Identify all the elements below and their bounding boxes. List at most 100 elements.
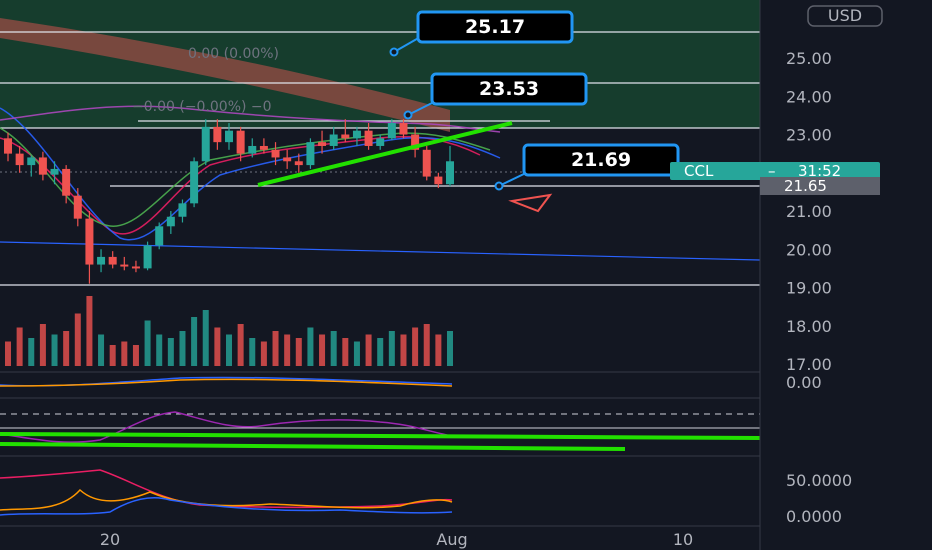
volume-bar [156,334,163,366]
volume-bar [39,324,46,366]
candle-body [329,134,338,146]
support-trendline[interactable] [257,121,513,187]
volume-bar [365,334,372,366]
candle-body [341,134,350,139]
candle-body [131,266,140,269]
countdown-label: 31:52 [798,162,841,180]
candle-body [85,218,94,265]
ticker-price-tag[interactable]: CCL 31:52 – [670,162,880,180]
price-axis-label: 19.00 [786,279,832,298]
currency-label: USD [828,6,862,25]
candle-body [283,157,292,162]
volume-bar [202,310,209,366]
callout-anchor-icon [389,47,399,57]
stoch-line-extra [0,496,453,516]
callout-anchor-icon [494,181,504,191]
candle-body [4,138,12,154]
candle-body [62,168,71,196]
candle-body [73,195,82,219]
volume-bar [132,345,139,366]
callout-23[interactable]: 23.53 [403,72,588,120]
price-axis[interactable] [760,0,932,550]
volume-bar [284,334,291,366]
volume-bar [342,338,349,366]
candle-body [236,130,245,154]
candle-body [306,142,315,166]
price-axis-labels: 25.0024.0023.0022.0021.0020.0019.0018.00… [786,49,832,374]
candle-body [27,157,36,166]
volume-bar [5,341,11,366]
candle-body [15,153,24,166]
volume-bar [63,331,70,366]
volume-bar [330,331,337,366]
volume-bar [167,338,174,366]
candle-body [155,226,164,246]
volume-bar [28,338,35,366]
candle-body [259,145,268,150]
price-axis-label: 17.00 [786,355,832,374]
callout-21[interactable]: 21.69 [494,143,680,191]
moving-average-line [0,127,491,227]
candle-body [166,216,175,227]
rsi-trendline-upper[interactable] [0,432,761,440]
price-axis-label: 25.00 [786,49,832,68]
svg-text:–: – [768,162,776,180]
volume-bar [319,334,326,366]
callout-label: 25.17 [465,16,525,38]
candle-body [434,176,443,185]
volume-bar [191,317,198,366]
candle-body [248,145,257,154]
price-axis-label: 20.00 [786,240,832,259]
volume-bar [423,324,430,366]
volume-bar [16,327,23,366]
stoch-line-k [0,469,453,509]
candle-body [411,134,420,150]
candle-body [446,161,454,185]
volume-bar [51,334,58,366]
callout-label: 23.53 [479,78,539,100]
volume-bar [447,331,453,366]
volume-bar [353,341,360,366]
channel-line[interactable] [0,241,761,261]
candle-body [38,157,47,175]
volume-bar [121,341,128,366]
volume-bar [249,338,256,366]
stoch-axis-label-low: 0.0000 [786,507,842,526]
macd-axis-label: 0.00 [786,373,822,392]
x-tick-10: 10 [673,530,693,549]
ticker-label: CCL [684,162,714,180]
currency-badge[interactable]: USD [807,5,883,27]
price-axis-label: 23.00 [786,126,832,145]
candle-body [318,142,327,146]
callout-anchor-icon [403,110,413,120]
cloud-band [0,18,450,132]
candle-body [271,149,280,158]
volume-bar [412,327,419,366]
last-price-tag[interactable]: 21.65 [760,177,880,195]
candle-body [143,245,152,269]
callout-25[interactable]: 25.17 [389,10,574,57]
volume-bars [5,296,453,366]
price-axis-label: 18.00 [786,317,832,336]
candle-body [213,126,222,143]
x-tick-20: 20 [100,530,120,549]
candle-body [50,168,59,175]
volume-bar [226,334,232,366]
candlesticks [4,119,454,284]
volume-bar [74,313,81,366]
candle-body [352,130,361,139]
volume-bar [260,341,267,366]
candle-body [294,161,303,166]
rsi-trendline-lower[interactable] [0,442,626,451]
candle-body [97,256,106,265]
volume-bar [214,327,221,366]
candle-body [387,123,396,139]
candle-body [178,203,187,217]
lower-indicators [0,376,453,516]
candle-body [108,256,117,265]
annotation-top: 0.00 (0.00%) [188,46,279,62]
price-axis-label: 21.00 [786,202,832,221]
last-price-label: 21.65 [784,177,827,195]
volume-bar [272,331,279,366]
